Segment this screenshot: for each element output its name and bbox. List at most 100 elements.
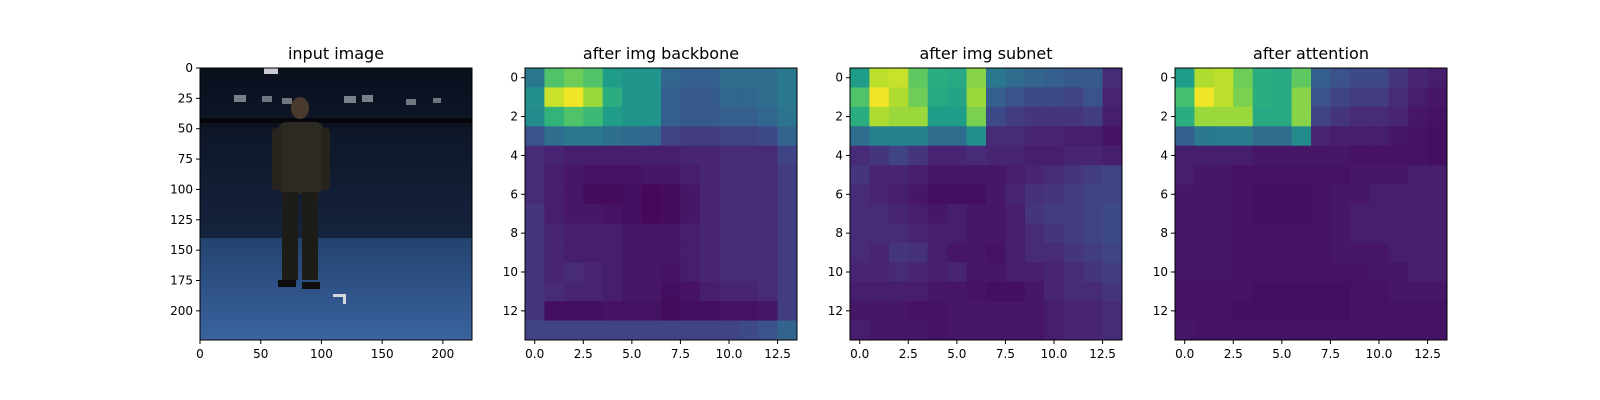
heatmap-cell <box>1349 68 1370 88</box>
heatmap-cell <box>1063 126 1084 147</box>
heatmap-cell <box>1233 126 1254 147</box>
heatmap-cell <box>1408 301 1428 321</box>
heatmap-cells <box>850 68 1123 341</box>
heatmap-cell <box>719 106 740 127</box>
heatmap-cell <box>1369 68 1390 88</box>
heatmap-cell <box>1388 106 1409 127</box>
heatmap-cell <box>1102 223 1123 244</box>
heatmap-cell <box>1083 281 1103 302</box>
y-tick-label: 175 <box>170 274 193 288</box>
y-tick-label: 6 <box>510 187 518 201</box>
x-tick-label: 5.0 <box>947 347 966 361</box>
heatmap-cell <box>1388 320 1409 341</box>
heatmap-cell <box>1063 68 1084 88</box>
heatmap-cell <box>1330 126 1351 147</box>
heatmap-cell <box>661 126 681 147</box>
heatmap-cell <box>602 184 623 205</box>
x-tick-label: 12.5 <box>1414 347 1441 361</box>
heatmap-cell <box>1175 87 1195 108</box>
heatmap-cell <box>1330 204 1351 224</box>
heatmap-cell <box>1388 145 1409 166</box>
heatmap-cell <box>1272 126 1292 147</box>
heatmap-cell <box>1213 165 1234 185</box>
heatmap-cell <box>1408 87 1428 108</box>
heatmap-cell <box>1272 204 1292 224</box>
heatmap-cell <box>777 106 798 127</box>
heatmap-cell <box>738 204 759 224</box>
heatmap-cell <box>947 106 967 127</box>
heatmap-cell <box>777 281 798 302</box>
y-tick-label: 100 <box>170 182 193 196</box>
heatmap-cell <box>661 223 681 244</box>
heatmap-cell <box>680 184 701 205</box>
y-tick-label: 4 <box>510 148 518 162</box>
heatmap-cell <box>1311 184 1331 205</box>
heatmap-cell <box>758 145 778 166</box>
heatmap-cell <box>1349 223 1370 244</box>
heatmap-cell <box>641 242 662 263</box>
heatmap-cell <box>641 68 662 88</box>
heatmap-cell <box>947 262 967 283</box>
heatmap-cell <box>869 204 890 224</box>
heatmap-cell <box>1427 165 1448 185</box>
heatmap-cell <box>758 68 778 88</box>
x-tick-label: 7.5 <box>996 347 1015 361</box>
heatmap-cell <box>1408 281 1428 302</box>
heatmap-cell <box>583 262 604 283</box>
heatmap-cell <box>1252 262 1273 283</box>
y-tick-label: 10 <box>1153 265 1168 279</box>
heatmap-cell <box>1427 184 1448 205</box>
heatmap-cell <box>1194 184 1215 205</box>
axes: 0.0 2.5 5.0 7.5 10.0 12.5 0 2 4 6 8 10 12 <box>1153 71 1441 361</box>
heatmap-cell <box>966 145 987 166</box>
heatmap-cell <box>927 281 948 302</box>
heatmap-cell <box>1175 301 1195 321</box>
heatmap-cell <box>1213 68 1234 88</box>
heatmap-cell <box>888 126 909 147</box>
heatmap-cell <box>1102 204 1123 224</box>
heatmap-cell <box>699 87 720 108</box>
heatmap-cell <box>1024 281 1045 302</box>
heatmap-cell <box>1083 68 1103 88</box>
heatmap-cell <box>1024 184 1045 205</box>
heatmap-cell <box>1194 223 1215 244</box>
heatmap-cell <box>680 165 701 185</box>
heatmap-cell <box>563 242 584 263</box>
heatmap-cell <box>1408 204 1428 224</box>
heatmap-cell <box>699 281 720 302</box>
heatmap-cell <box>947 184 967 205</box>
x-tick-label: 7.5 <box>671 347 690 361</box>
heatmap-cell <box>1369 126 1390 147</box>
heatmap-cell <box>1044 223 1065 244</box>
heatmap-cell <box>1194 106 1215 127</box>
x-tick-label: 5.0 <box>1272 347 1291 361</box>
heatmap-cell <box>699 262 720 283</box>
heatmap-cell <box>1291 301 1312 321</box>
heatmap-cell <box>1311 281 1331 302</box>
heatmap-cell <box>544 68 565 88</box>
y-tick-label: 8 <box>1160 226 1168 240</box>
heatmap-cell <box>738 223 759 244</box>
heatmap-cell <box>680 145 701 166</box>
heatmap-cell <box>1063 262 1084 283</box>
heatmap-cell <box>947 320 967 341</box>
heatmap-cell <box>1233 145 1254 166</box>
heatmap-cell <box>1175 262 1195 283</box>
heatmap-cell <box>1194 68 1215 88</box>
heatmap-cell <box>622 320 642 341</box>
heatmap-cell <box>1044 262 1065 283</box>
heatmap-cell <box>680 68 701 88</box>
heatmap-cell <box>927 126 948 147</box>
heatmap-cell <box>1330 281 1351 302</box>
heatmap-cell <box>1213 204 1234 224</box>
heatmap-cell <box>1063 204 1084 224</box>
heatmap-cell <box>1175 223 1195 244</box>
heatmap-cell <box>1388 242 1409 263</box>
heatmap-cell <box>719 165 740 185</box>
heatmap-cell <box>1408 165 1428 185</box>
heatmap-cell <box>738 165 759 185</box>
heatmap-cell <box>850 126 870 147</box>
heatmap-cell <box>1349 106 1370 127</box>
panel-title: after img backbone <box>583 44 739 63</box>
heatmap-cell <box>641 184 662 205</box>
